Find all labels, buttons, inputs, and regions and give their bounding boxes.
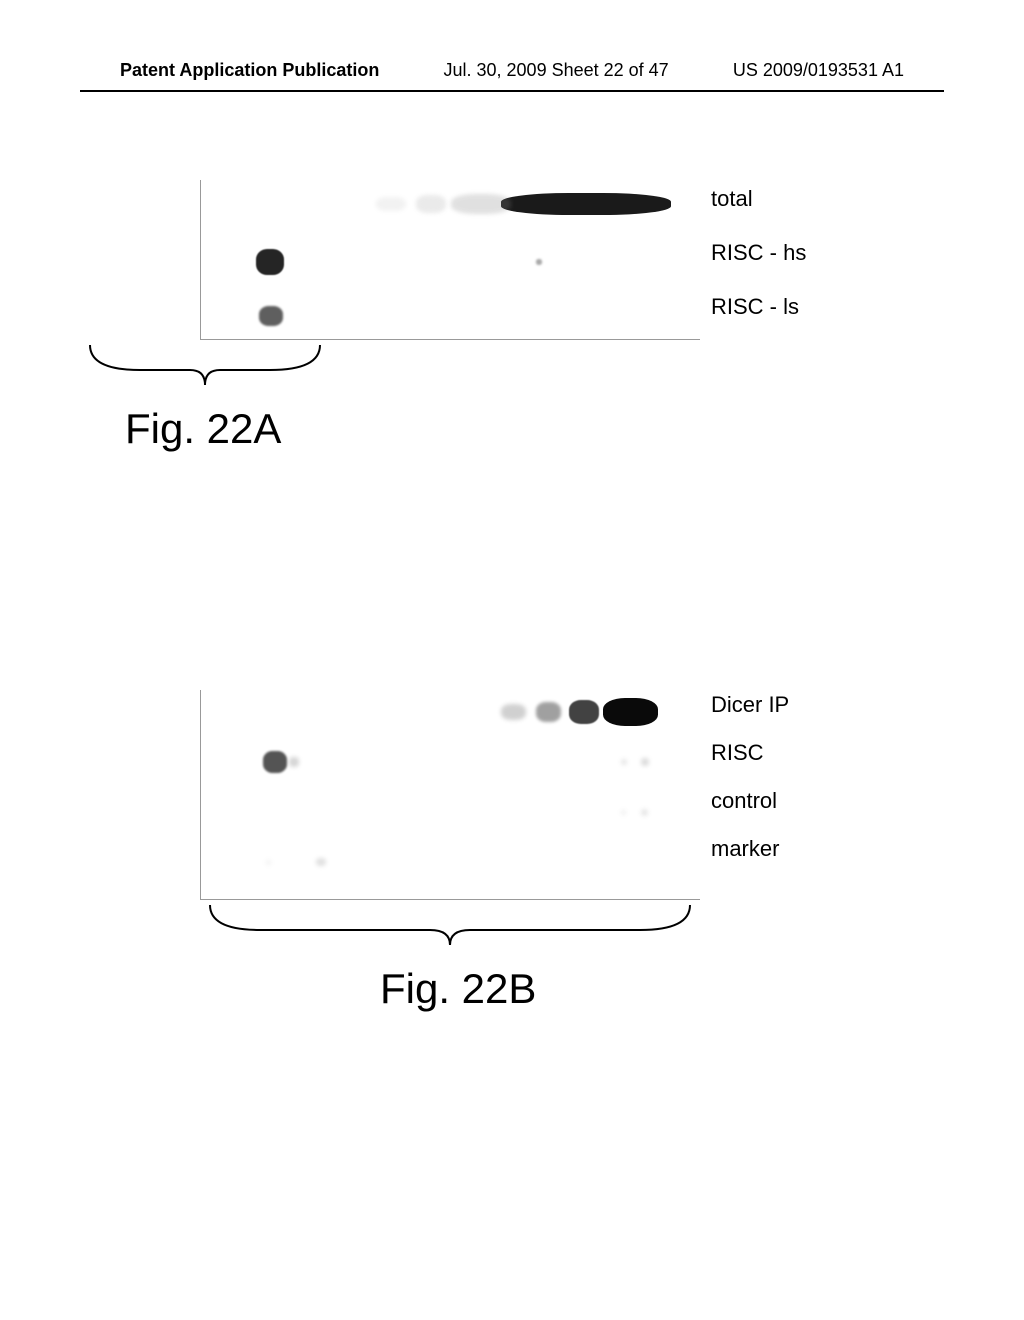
gel-band (603, 698, 658, 726)
gel-band (621, 810, 626, 815)
gel-band (263, 751, 287, 773)
figure-a-label: Fig. 22A (125, 405, 281, 453)
gel-band (376, 197, 406, 211)
gel-band (266, 860, 271, 865)
header-left-text: Patent Application Publication (120, 60, 379, 81)
gel-band (536, 702, 561, 722)
lane-label-dicer-ip: Dicer IP (711, 692, 789, 718)
lane-label-marker: marker (711, 836, 779, 862)
lane-label-risc: RISC (711, 740, 764, 766)
lane-label-control: control (711, 788, 777, 814)
header-center-text: Jul. 30, 2009 Sheet 22 of 47 (444, 60, 669, 81)
figure-22a-container: total RISC - hs RISC - ls Fig. 22A (200, 180, 700, 340)
gel-b: Dicer IP RISC control marker (200, 690, 700, 900)
lane-label-risc-ls: RISC - ls (711, 294, 799, 320)
figure-b-label: Fig. 22B (380, 965, 536, 1013)
figure-22b-container: Dicer IP RISC control marker Fig. 22B (200, 690, 700, 900)
gel-band (316, 858, 326, 866)
page-header: Patent Application Publication Jul. 30, … (0, 60, 1024, 81)
header-right-text: US 2009/0193531 A1 (733, 60, 904, 81)
gel-band (569, 700, 599, 724)
gel-band (621, 759, 627, 765)
gel-band (259, 306, 283, 326)
gel-band (641, 758, 649, 766)
bracket-b (200, 905, 700, 960)
gel-band (536, 259, 542, 265)
gel-band (501, 704, 526, 720)
lane-label-risc-hs: RISC - hs (711, 240, 806, 266)
gel-band (416, 195, 446, 213)
gel-band (501, 193, 671, 215)
bracket-a (80, 345, 330, 400)
gel-a: total RISC - hs RISC - ls (200, 180, 700, 340)
header-divider (80, 90, 944, 92)
lane-label-total: total (711, 186, 753, 212)
gel-band (289, 757, 299, 767)
gel-band (641, 809, 648, 816)
gel-band (256, 249, 284, 275)
gel-band (451, 194, 511, 214)
